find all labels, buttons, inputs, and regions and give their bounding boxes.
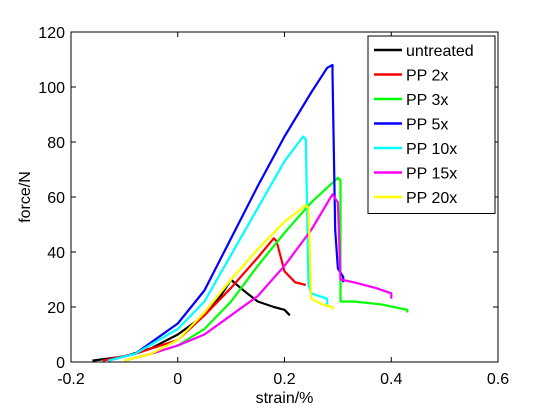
series-line-pp-2x [102,237,307,362]
x-tick-label: 0.2 [273,371,295,388]
legend: untreated PP 2x PP 3x PP 5x PP 10x PP 15x PP 2… [367,35,496,214]
legend-label: PP 2x [406,68,448,85]
y-tick-label: 40 [47,245,65,262]
x-axis-label: strain/% [256,390,314,407]
y-tick-label: 120 [38,25,65,42]
x-tick-label: 0.4 [380,371,402,388]
y-tick-label: 20 [47,300,65,317]
x-tick-label: 0 [173,371,182,388]
series-line-pp-5x [108,63,345,362]
y-tick-label: 80 [47,135,65,152]
series-line-pp-20x [124,204,334,362]
legend-label: PP 10x [406,141,457,158]
y-tick-label: 100 [38,80,65,97]
legend-label: PP 3x [406,92,448,109]
x-tick-label: -0.2 [57,371,85,388]
legend-label: PP 15x [406,166,457,183]
legend-label: untreated [406,43,474,60]
x-tick-label: 0.6 [487,371,509,388]
series-line-pp-15x [124,193,393,362]
plot-area [92,63,409,362]
legend-label: PP 20x [406,190,457,207]
y-tick-label: 0 [56,355,65,372]
y-tick-label: 60 [47,190,65,207]
y-axis-label: force/N [17,171,34,223]
legend-label: PP 5x [406,117,448,134]
series-line-pp-3x [124,176,409,362]
